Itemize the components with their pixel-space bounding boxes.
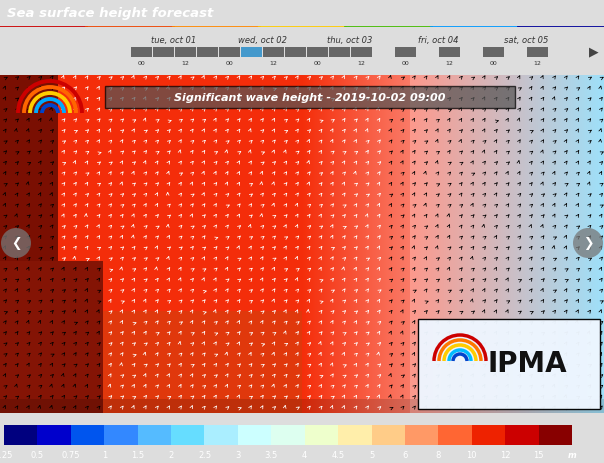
Bar [304, 425, 338, 445]
Bar [171, 425, 205, 445]
Text: 12: 12 [500, 450, 510, 459]
Bar [130, 48, 152, 58]
Text: 12: 12 [533, 61, 541, 66]
Text: 6: 6 [402, 450, 408, 459]
Text: 00: 00 [137, 61, 145, 66]
Bar [104, 425, 138, 445]
Text: ❮: ❮ [11, 237, 21, 250]
Bar [483, 48, 504, 58]
Bar [527, 48, 547, 58]
Text: 8: 8 [435, 450, 441, 459]
Bar [271, 425, 304, 445]
Bar [37, 425, 71, 445]
Text: 1: 1 [101, 450, 107, 459]
Bar [205, 425, 238, 445]
Text: 00: 00 [401, 61, 409, 66]
Bar [350, 48, 371, 58]
Bar [4, 425, 37, 445]
Text: 10: 10 [466, 450, 477, 459]
Text: 12: 12 [269, 61, 277, 66]
Text: thu, oct 03: thu, oct 03 [327, 36, 373, 44]
Bar [405, 425, 439, 445]
FancyBboxPatch shape [105, 87, 515, 109]
Text: 4: 4 [302, 450, 307, 459]
Text: IPMA: IPMA [487, 349, 567, 377]
Bar [329, 48, 350, 58]
Bar [219, 48, 240, 58]
Bar [472, 425, 505, 445]
Text: 12: 12 [445, 61, 453, 66]
Text: 4.5: 4.5 [332, 450, 345, 459]
Bar [263, 48, 283, 58]
Bar [439, 48, 460, 58]
Bar [505, 425, 539, 445]
Bar [196, 48, 217, 58]
Text: ▶: ▶ [589, 45, 599, 58]
Text: 5: 5 [369, 450, 374, 459]
Bar [175, 48, 196, 58]
Text: 3.5: 3.5 [265, 450, 278, 459]
Bar [338, 425, 371, 445]
Bar [152, 48, 173, 58]
Text: 12: 12 [357, 61, 365, 66]
Bar [394, 48, 416, 58]
Text: 0.5: 0.5 [31, 450, 44, 459]
Bar [371, 425, 405, 445]
Text: Significant wave height - 2019-10-02 09:00: Significant wave height - 2019-10-02 09:… [174, 93, 446, 103]
Bar [284, 48, 306, 58]
Bar [240, 48, 262, 58]
Bar [439, 425, 472, 445]
Text: 15: 15 [533, 450, 544, 459]
Bar [71, 425, 104, 445]
Text: 00: 00 [313, 61, 321, 66]
Text: 0.25: 0.25 [0, 450, 13, 459]
Text: wed, oct 02: wed, oct 02 [237, 36, 286, 44]
FancyBboxPatch shape [418, 319, 600, 409]
Text: 00: 00 [489, 61, 497, 66]
Text: tue, oct 01: tue, oct 01 [152, 36, 197, 44]
Bar [539, 425, 572, 445]
Text: 12: 12 [181, 61, 189, 66]
Text: ❯: ❯ [583, 237, 593, 250]
Circle shape [1, 229, 31, 258]
Circle shape [573, 229, 603, 258]
Bar [306, 48, 327, 58]
Text: sat, oct 05: sat, oct 05 [504, 36, 548, 44]
Text: Sea surface height forecast: Sea surface height forecast [7, 7, 214, 20]
Text: m: m [568, 450, 576, 459]
Text: fri, oct 04: fri, oct 04 [418, 36, 458, 44]
Bar [138, 425, 171, 445]
Text: 0.75: 0.75 [62, 450, 80, 459]
Text: 1.5: 1.5 [131, 450, 144, 459]
Text: 3: 3 [235, 450, 240, 459]
Bar [238, 425, 271, 445]
Text: 2.5: 2.5 [198, 450, 211, 459]
Text: 00: 00 [225, 61, 233, 66]
Text: 2: 2 [169, 450, 174, 459]
